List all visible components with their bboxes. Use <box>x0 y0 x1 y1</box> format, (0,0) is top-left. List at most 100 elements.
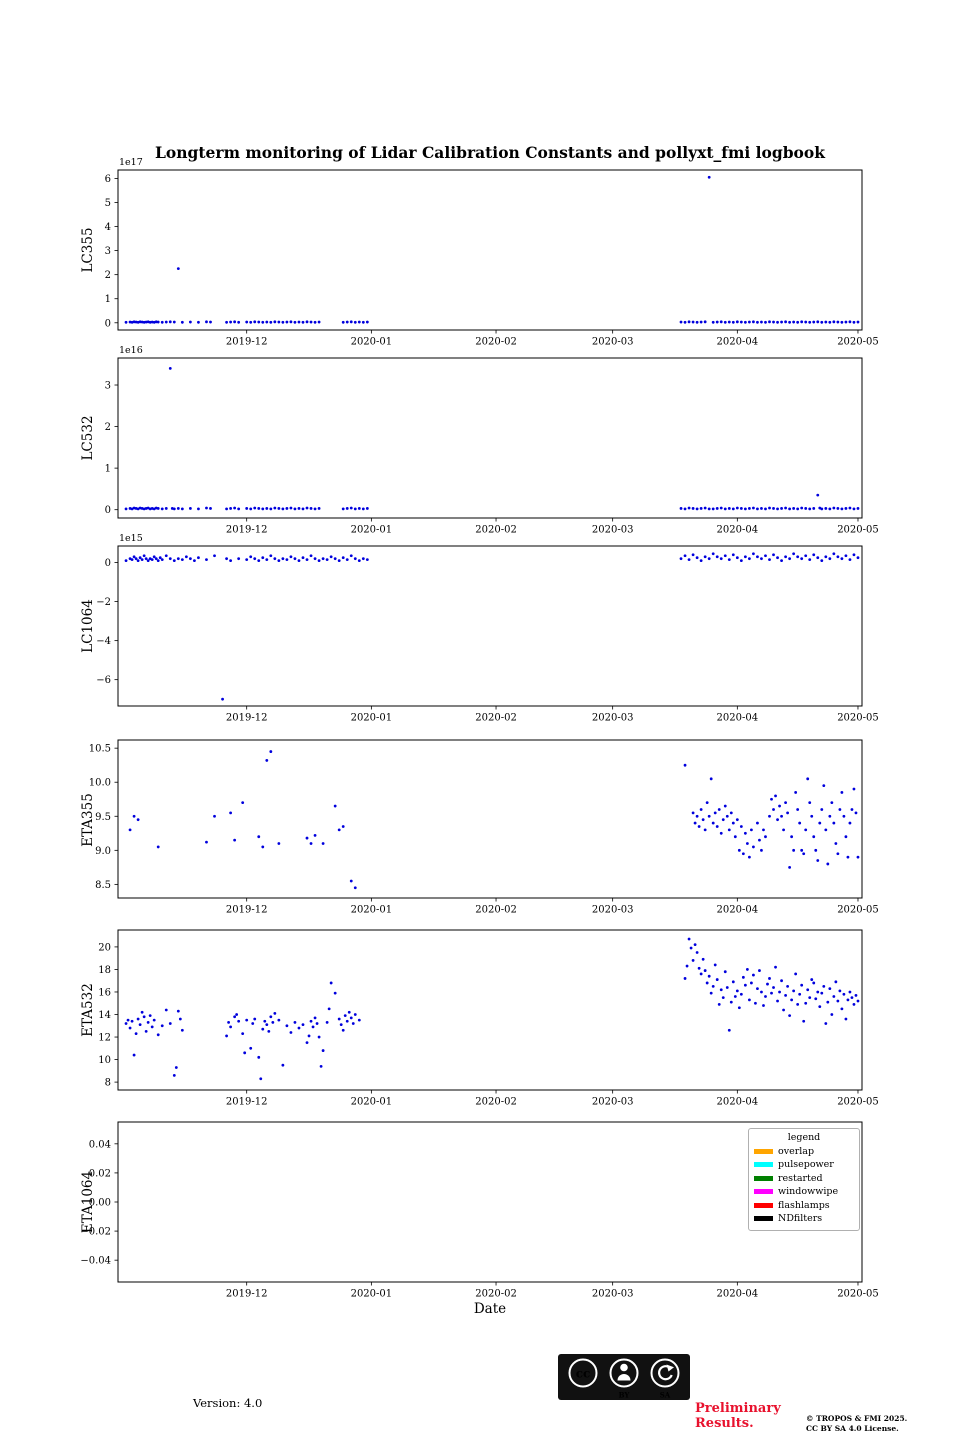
panel-lc355: 2019-12 2020-01 2020-02 2020-03 2020-04 2020-… <box>0 154 960 362</box>
svg-text:2019-12: 2019-12 <box>226 1289 268 1300</box>
svg-text:1: 1 <box>105 294 111 305</box>
svg-text:−6: −6 <box>96 675 111 686</box>
y-axis-label-lc355: LC355 <box>80 227 96 273</box>
svg-text:10.5: 10.5 <box>89 744 111 755</box>
y-axis-label-lc1064: LC1064 <box>80 599 96 653</box>
legend-entry: flashlamps <box>754 1200 854 1211</box>
version-text: Version: 4.0 <box>193 1396 263 1410</box>
legend-label: pulsepower <box>778 1159 834 1170</box>
sa-arrow-arc <box>658 1365 673 1381</box>
panel-eta1064: 2019-12 2020-01 2020-02 2020-03 2020-04 2020-… <box>0 1106 960 1314</box>
svg-text:2: 2 <box>105 270 111 281</box>
svg-text:2020-04: 2020-04 <box>717 713 759 724</box>
svg-text:2020-01: 2020-01 <box>351 713 393 724</box>
svg-text:2020-05: 2020-05 <box>837 905 879 916</box>
svg-text:2020-05: 2020-05 <box>837 337 879 348</box>
svg-text:2020-05: 2020-05 <box>837 713 879 724</box>
svg-text:2020-01: 2020-01 <box>351 1289 393 1300</box>
cc-icon-label: cc <box>576 1367 591 1381</box>
svg-text:2019-12: 2019-12 <box>226 525 268 536</box>
scatter-plot-eta532: 2019-12 2020-01 2020-02 2020-03 2020-04 2020-… <box>98 929 879 1108</box>
legend-entry: windowwipe <box>754 1186 854 1197</box>
cc-license-badge: cc BY SA <box>558 1354 690 1400</box>
legend-label: restarted <box>778 1172 823 1184</box>
svg-text:8: 8 <box>105 1078 111 1089</box>
preliminary-line1: Preliminary <box>695 1401 781 1416</box>
svg-text:−0.02: −0.02 <box>80 1227 111 1238</box>
svg-text:18: 18 <box>98 965 111 976</box>
svg-text:0.04: 0.04 <box>89 1139 111 1150</box>
copyright-line1: © TROPOS & FMI 2025. <box>806 1414 908 1423</box>
by-person-head <box>620 1363 628 1372</box>
legend-label: flashlamps <box>778 1199 830 1211</box>
svg-text:2020-02: 2020-02 <box>475 525 517 536</box>
svg-text:0: 0 <box>105 505 111 516</box>
svg-text:3: 3 <box>105 381 111 392</box>
svg-text:2019-12: 2019-12 <box>226 1097 268 1108</box>
legend-swatch <box>754 1216 773 1221</box>
legend-entry: restarted <box>754 1173 854 1184</box>
svg-text:2020-01: 2020-01 <box>351 337 393 348</box>
legend-label: windowwipe <box>778 1186 839 1197</box>
svg-text:2020-04: 2020-04 <box>717 337 759 348</box>
legend-swatch <box>754 1202 773 1208</box>
axis-offset-text: 1e16 <box>119 345 143 356</box>
svg-text:2020-01: 2020-01 <box>351 905 393 916</box>
svg-text:0: 0 <box>105 558 111 569</box>
svg-text:2020-02: 2020-02 <box>475 1289 517 1300</box>
copyright-text: © TROPOS & FMI 2025. CC BY SA 4.0 Licens… <box>806 1414 907 1434</box>
preliminary-line2: Results. <box>695 1415 754 1431</box>
svg-text:9.0: 9.0 <box>95 846 111 857</box>
svg-text:4: 4 <box>105 222 111 233</box>
scatter-plot-lc1064: 2019-12 2020-01 2020-02 2020-03 2020-04 2020-… <box>96 545 879 724</box>
y-axis-label-eta355: ETA355 <box>80 793 96 847</box>
sa-label: SA <box>660 1391 671 1400</box>
cc-icon <box>568 1358 598 1388</box>
svg-text:2: 2 <box>105 422 111 433</box>
svg-text:2020-01: 2020-01 <box>351 525 393 536</box>
svg-text:−0.04: −0.04 <box>80 1256 111 1267</box>
svg-text:8.5: 8.5 <box>95 880 111 891</box>
svg-text:12: 12 <box>98 1033 111 1044</box>
svg-text:2020-03: 2020-03 <box>592 713 634 724</box>
svg-text:1: 1 <box>105 464 111 475</box>
legend-entry: overlap <box>754 1146 854 1157</box>
svg-text:0: 0 <box>105 318 111 329</box>
x-axis-label: Date <box>473 1301 507 1317</box>
svg-text:2020-03: 2020-03 <box>592 1097 634 1108</box>
svg-text:2020-02: 2020-02 <box>475 713 517 724</box>
legend-swatch <box>754 1175 773 1181</box>
svg-text:14: 14 <box>98 1010 111 1021</box>
panel-lc1064: 2019-12 2020-01 2020-02 2020-03 2020-04 2020-… <box>0 530 960 738</box>
scatter-plot-eta1064: 2019-12 2020-01 2020-02 2020-03 2020-04 2020-… <box>80 1121 879 1300</box>
svg-text:2020-05: 2020-05 <box>837 1097 879 1108</box>
svg-text:2020-04: 2020-04 <box>717 905 759 916</box>
by-person-body <box>617 1374 631 1381</box>
svg-text:3: 3 <box>105 246 111 257</box>
panel-lc532: 2019-12 2020-01 2020-02 2020-03 2020-04 2020-… <box>0 342 960 550</box>
svg-text:20: 20 <box>98 942 111 953</box>
y-axis-label-lc532: LC532 <box>80 415 96 461</box>
svg-text:2020-02: 2020-02 <box>475 905 517 916</box>
svg-text:−4: −4 <box>96 636 111 647</box>
sa-arrow-icon <box>650 1358 680 1388</box>
legend-title: legend <box>787 1132 821 1143</box>
svg-text:0.00: 0.00 <box>89 1198 111 1209</box>
panel-eta355: 2019-12 2020-01 2020-02 2020-03 2020-04 2020-… <box>0 724 960 932</box>
scatter-plot-eta355: 2019-12 2020-01 2020-02 2020-03 2020-04 2020-… <box>89 739 879 916</box>
sa-arrow-head <box>666 1364 674 1372</box>
svg-text:2020-04: 2020-04 <box>717 1097 759 1108</box>
svg-text:2020-04: 2020-04 <box>717 525 759 536</box>
panel-eta532: 2019-12 2020-01 2020-02 2020-03 2020-04 2020-… <box>0 914 960 1122</box>
svg-text:2020-05: 2020-05 <box>837 525 879 536</box>
legend-entries: overlap pulsepower restarted windowwipe flas… <box>754 1146 854 1224</box>
svg-text:2020-02: 2020-02 <box>475 1097 517 1108</box>
svg-text:0.02: 0.02 <box>89 1168 111 1179</box>
svg-text:2020-03: 2020-03 <box>592 525 634 536</box>
svg-text:10.0: 10.0 <box>89 778 111 789</box>
axis-offset-text: 1e17 <box>119 157 143 168</box>
svg-text:10: 10 <box>98 1055 111 1066</box>
legend-entry: NDfilters <box>754 1213 854 1224</box>
by-person-icon <box>609 1358 639 1388</box>
